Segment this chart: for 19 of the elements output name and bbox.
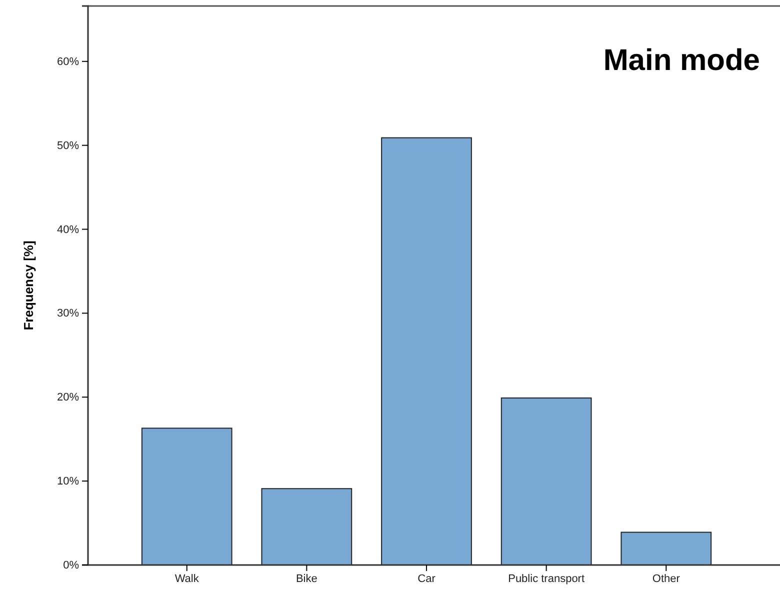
bar: [620, 532, 712, 566]
x-tick-label: Other: [652, 572, 680, 585]
y-tick-label: 60%: [56, 56, 80, 68]
bar: [381, 137, 472, 566]
y-tick-label: 20%: [56, 392, 80, 404]
y-tick-label: 10%: [56, 476, 80, 488]
y-axis-title: Frequency [%]: [21, 240, 36, 330]
x-tick-label: Public transport: [508, 572, 585, 585]
x-tick-label: Walk: [174, 572, 200, 585]
y-tick-label: 30%: [56, 308, 80, 320]
y-tick-label: 40%: [56, 224, 80, 236]
x-tick-label: Bike: [296, 572, 318, 585]
bar: [500, 397, 592, 566]
bar: [261, 488, 352, 566]
bar: [141, 428, 232, 566]
y-tick-label: 0%: [63, 560, 80, 572]
x-tick-label: Car: [418, 572, 436, 585]
y-tick-label: 50%: [56, 140, 80, 152]
text: Main mode: [603, 44, 760, 77]
